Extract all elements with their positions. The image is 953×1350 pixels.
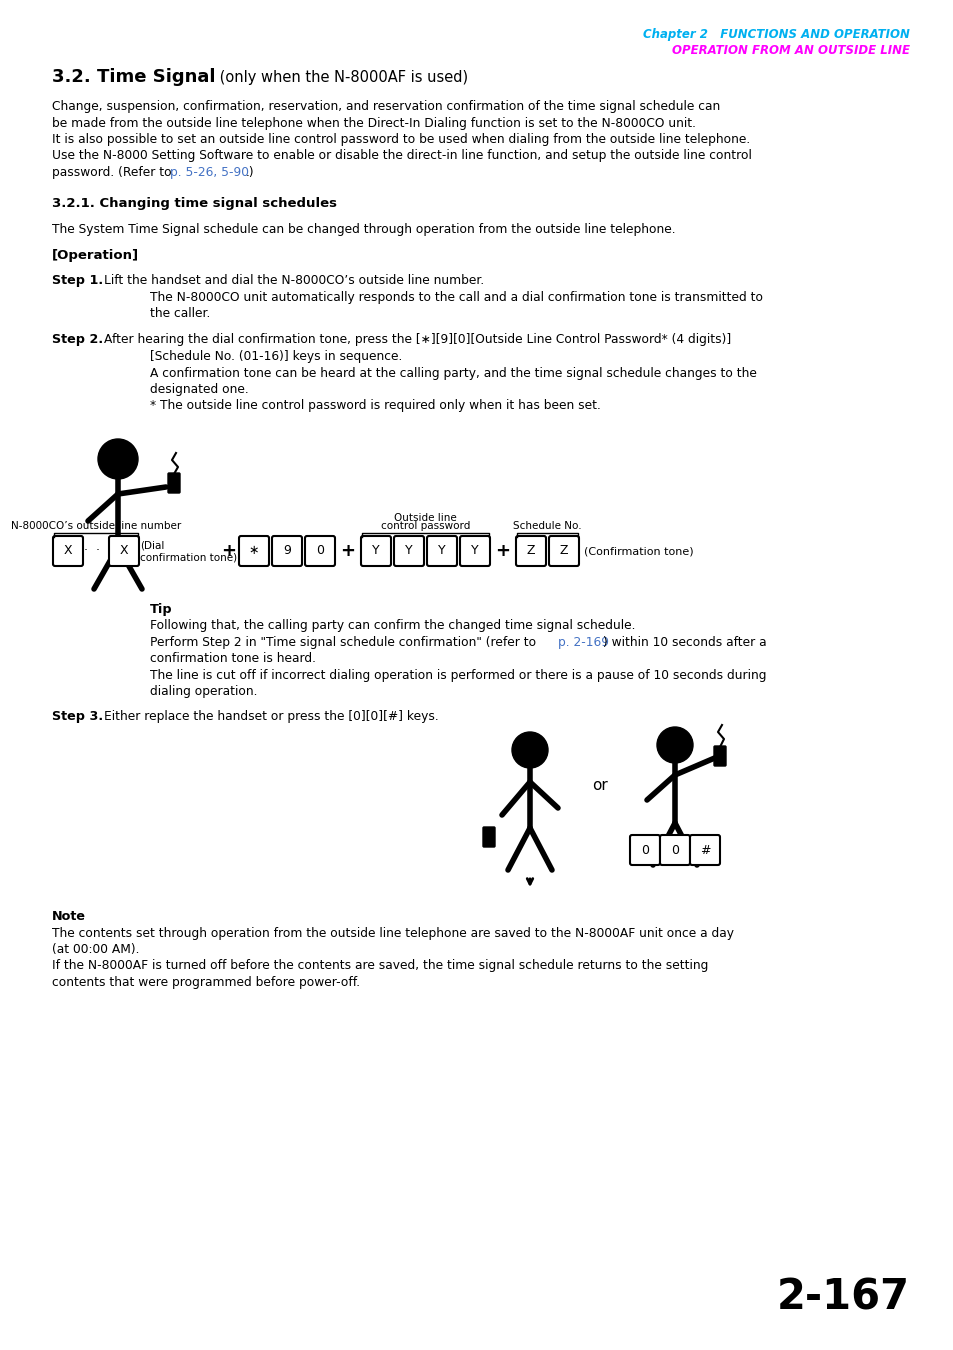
Text: (only when the N-8000AF is used): (only when the N-8000AF is used) [214, 70, 468, 85]
Text: Following that, the calling party can confirm the changed time signal schedule.: Following that, the calling party can co… [150, 620, 635, 633]
Text: be made from the outside line telephone when the Direct-In Dialing function is s: be made from the outside line telephone … [52, 116, 696, 130]
Text: (at 00:00 AM).: (at 00:00 AM). [52, 944, 139, 956]
Text: Lift the handset and dial the N-8000CO’s outside line number.: Lift the handset and dial the N-8000CO’s… [104, 274, 484, 288]
Text: Z: Z [559, 544, 568, 558]
FancyBboxPatch shape [109, 536, 139, 566]
Text: contents that were programmed before power-off.: contents that were programmed before pow… [52, 976, 359, 990]
Text: (Dial: (Dial [140, 541, 164, 551]
Text: 0: 0 [670, 844, 679, 856]
Text: Chapter 2   FUNCTIONS AND OPERATION: Chapter 2 FUNCTIONS AND OPERATION [642, 28, 909, 40]
Text: (Confirmation tone): (Confirmation tone) [583, 545, 693, 556]
Text: Schedule No.: Schedule No. [513, 521, 581, 531]
Text: X: X [64, 544, 72, 558]
Text: p. 5-26, 5-90: p. 5-26, 5-90 [170, 166, 249, 180]
FancyBboxPatch shape [689, 836, 720, 865]
Text: +: + [221, 541, 236, 560]
Text: Y: Y [405, 544, 413, 558]
Text: +: + [495, 541, 510, 560]
FancyBboxPatch shape [53, 536, 83, 566]
FancyBboxPatch shape [427, 536, 456, 566]
Text: confirmation tone is heard.: confirmation tone is heard. [150, 652, 315, 666]
FancyBboxPatch shape [516, 536, 545, 566]
Text: or: or [592, 778, 607, 792]
Text: Step 2.: Step 2. [52, 333, 103, 347]
Text: 0: 0 [315, 544, 324, 558]
Text: Y: Y [471, 544, 478, 558]
Text: p. 2-169: p. 2-169 [558, 636, 608, 649]
Text: It is also possible to set an outside line control password to be used when dial: It is also possible to set an outside li… [52, 134, 749, 146]
Text: Perform Step 2 in "Time signal schedule confirmation" (refer to: Perform Step 2 in "Time signal schedule … [150, 636, 539, 649]
Text: confirmation tone): confirmation tone) [140, 554, 237, 563]
Text: Note: Note [52, 910, 86, 923]
Text: +: + [340, 541, 355, 560]
Text: If the N-8000AF is turned off before the contents are saved, the time signal sch: If the N-8000AF is turned off before the… [52, 960, 708, 972]
Text: Change, suspension, confirmation, reservation, and reservation confirmation of t: Change, suspension, confirmation, reserv… [52, 100, 720, 113]
Text: Y: Y [372, 544, 379, 558]
FancyBboxPatch shape [272, 536, 302, 566]
Text: 0: 0 [640, 844, 648, 856]
Text: designated one.: designated one. [150, 383, 249, 396]
Text: [Operation]: [Operation] [52, 250, 139, 262]
Text: The line is cut off if incorrect dialing operation is performed or there is a pa: The line is cut off if incorrect dialing… [150, 670, 765, 682]
Text: password. (Refer to: password. (Refer to [52, 166, 175, 180]
FancyBboxPatch shape [360, 536, 391, 566]
Text: N-8000CO’s outside line number: N-8000CO’s outside line number [10, 521, 181, 531]
FancyBboxPatch shape [482, 828, 495, 846]
Text: The System Time Signal schedule can be changed through operation from the outsid: The System Time Signal schedule can be c… [52, 223, 675, 236]
Text: [Schedule No. (01-16)] keys in sequence.: [Schedule No. (01-16)] keys in sequence. [150, 350, 402, 363]
Text: #: # [699, 844, 709, 856]
Text: the caller.: the caller. [150, 306, 211, 320]
Text: After hearing the dial confirmation tone, press the [∗][9][0][Outside Line Contr: After hearing the dial confirmation tone… [104, 333, 731, 347]
FancyBboxPatch shape [394, 536, 423, 566]
Text: dialing operation.: dialing operation. [150, 686, 257, 698]
Text: 2-167: 2-167 [776, 1276, 909, 1318]
Text: The contents set through operation from the outside line telephone are saved to : The contents set through operation from … [52, 926, 733, 940]
FancyBboxPatch shape [548, 536, 578, 566]
FancyBboxPatch shape [168, 472, 180, 493]
Text: 3.2. Time Signal: 3.2. Time Signal [52, 68, 215, 86]
Text: Z: Z [526, 544, 535, 558]
Text: .): .) [246, 166, 254, 180]
Text: ·  ·  ·: · · · [84, 544, 112, 558]
Text: 3.2.1. Changing time signal schedules: 3.2.1. Changing time signal schedules [52, 197, 336, 209]
FancyBboxPatch shape [239, 536, 269, 566]
Text: OPERATION FROM AN OUTSIDE LINE: OPERATION FROM AN OUTSIDE LINE [671, 45, 909, 57]
Text: control password: control password [380, 521, 470, 531]
Circle shape [512, 732, 547, 768]
Text: Either replace the handset or press the [0][0][#] keys.: Either replace the handset or press the … [104, 710, 438, 724]
Text: X: X [119, 544, 128, 558]
Text: A confirmation tone can be heard at the calling party, and the time signal sched: A confirmation tone can be heard at the … [150, 366, 756, 379]
Text: Tip: Tip [150, 603, 172, 616]
FancyBboxPatch shape [305, 536, 335, 566]
Text: ∗: ∗ [249, 544, 259, 558]
FancyBboxPatch shape [629, 836, 659, 865]
Circle shape [657, 728, 692, 763]
Text: Step 1.: Step 1. [52, 274, 103, 288]
FancyBboxPatch shape [659, 836, 689, 865]
Text: ) within 10 seconds after a: ) within 10 seconds after a [602, 636, 766, 649]
Text: 9: 9 [283, 544, 291, 558]
Text: Use the N-8000 Setting Software to enable or disable the direct-in line function: Use the N-8000 Setting Software to enabl… [52, 150, 751, 162]
FancyBboxPatch shape [459, 536, 490, 566]
Circle shape [98, 439, 138, 479]
Text: The N-8000CO unit automatically responds to the call and a dial confirmation ton: The N-8000CO unit automatically responds… [150, 290, 762, 304]
Text: Step 3.: Step 3. [52, 710, 103, 724]
Text: Y: Y [437, 544, 445, 558]
Text: * The outside line control password is required only when it has been set.: * The outside line control password is r… [150, 400, 600, 413]
Text: Outside line: Outside line [394, 513, 456, 522]
FancyBboxPatch shape [713, 747, 725, 765]
